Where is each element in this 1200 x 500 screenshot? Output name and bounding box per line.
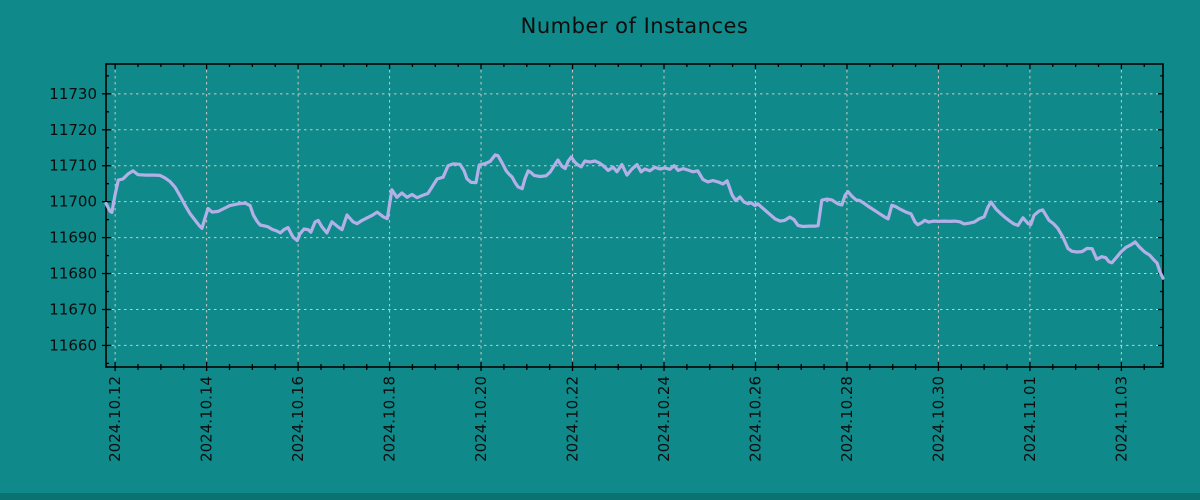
y-tick-label: 11680: [49, 265, 97, 283]
y-tick-label: 11660: [49, 336, 97, 354]
x-tick-label: 2024.11.01: [1021, 376, 1039, 462]
y-tick-label: 11710: [49, 157, 97, 175]
y-tick-label: 11670: [49, 300, 97, 318]
x-tick-label: 2024.10.20: [472, 376, 490, 462]
x-tick-label: 2024.10.16: [289, 376, 307, 462]
x-tick-label: 2024.11.03: [1112, 376, 1130, 462]
y-tick-label: 11730: [49, 85, 97, 103]
y-tick-label: 11690: [49, 229, 97, 247]
y-tick-label: 11720: [49, 121, 97, 139]
x-tick-label: 2024.10.24: [655, 376, 673, 462]
chart-title: Number of Instances: [520, 14, 749, 38]
y-tick-label: 11700: [49, 193, 97, 211]
x-tick-label: 2024.10.18: [381, 376, 399, 462]
bottom-strip: [0, 493, 1200, 500]
x-tick-label: 2024.10.30: [929, 376, 947, 462]
x-tick-label: 2024.10.28: [838, 376, 856, 462]
plot-border: [105, 63, 1164, 368]
series-line: [104, 153, 1165, 280]
x-tick-label: 2024.10.12: [106, 376, 124, 462]
x-tick-label: 2024.10.26: [746, 376, 764, 462]
x-tick-label: 2024.10.22: [564, 376, 582, 462]
x-tick-label: 2024.10.14: [198, 376, 216, 462]
